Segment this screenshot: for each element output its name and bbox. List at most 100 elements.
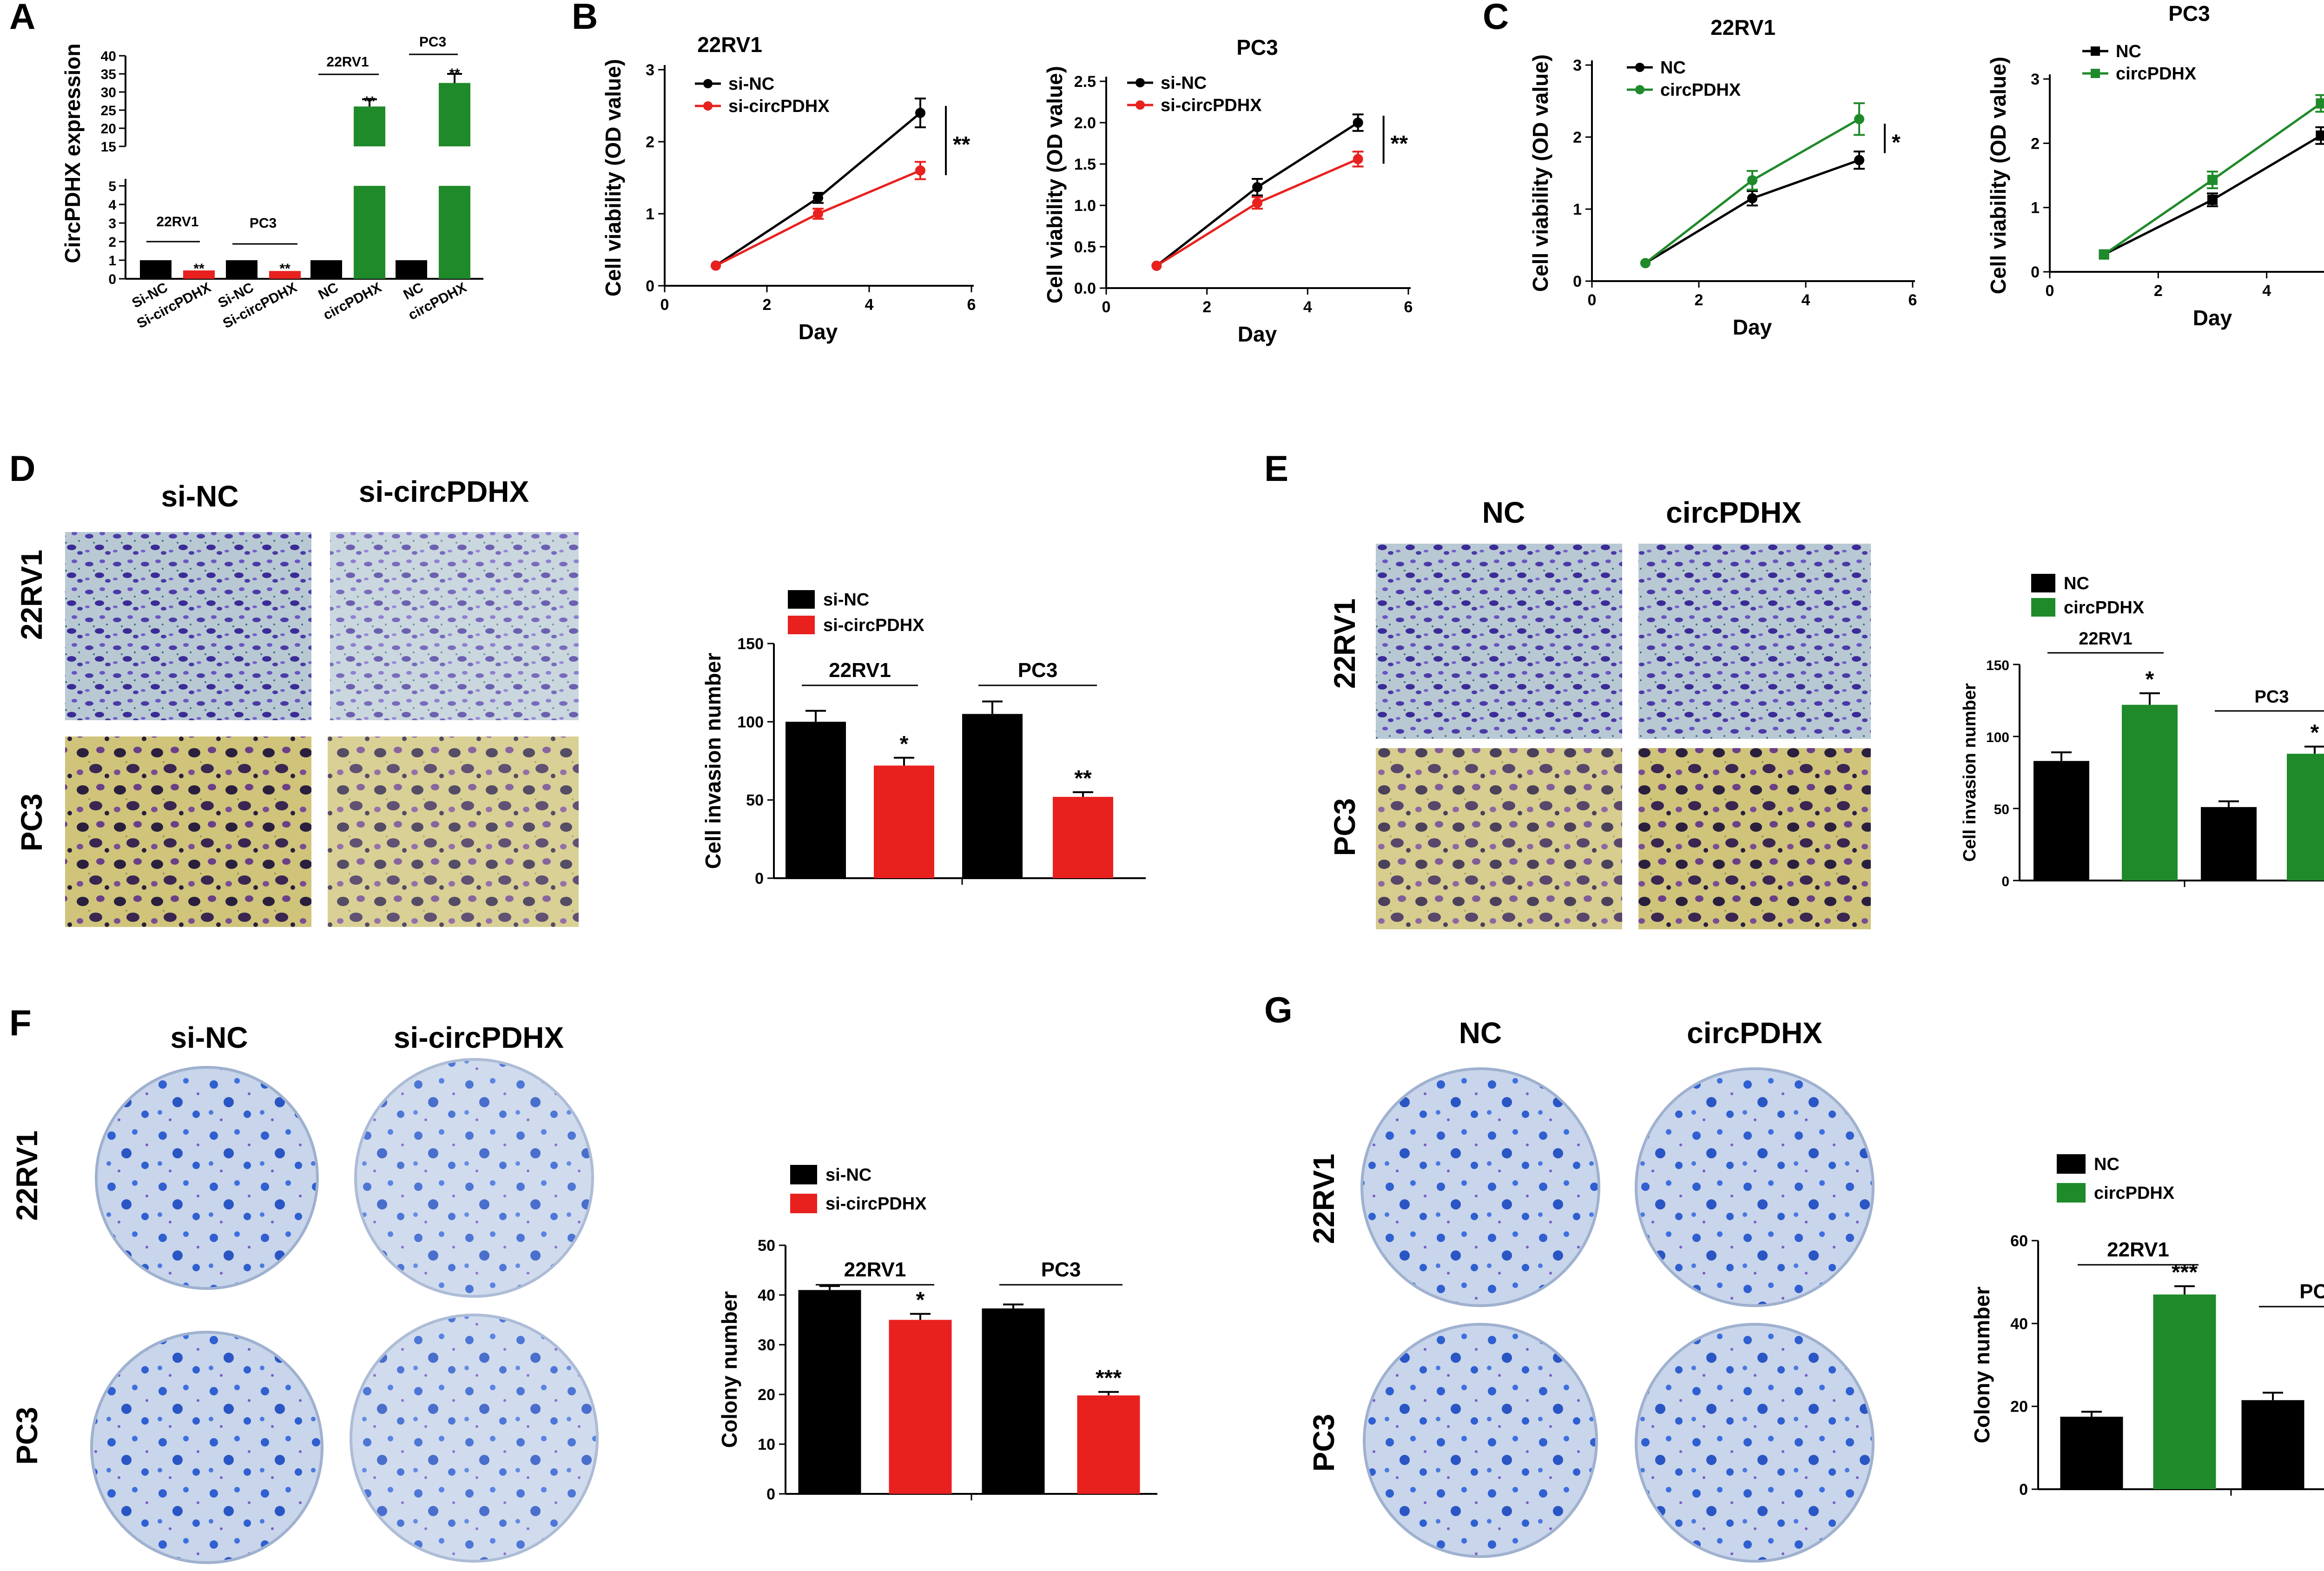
e-ytick-label: 50 [1994, 802, 2009, 817]
g-ytick-label: 40 [2010, 1315, 2028, 1333]
e-significance: * [2146, 667, 2154, 692]
b1-point [711, 260, 721, 271]
chart-d: 0 50 100 150 Cell invasion number 22RV1 * PC3 **… [701, 590, 1146, 887]
chart-c-22rv1: 22RV1 0 1 2 3 0 2 4 6 Day Cell viability (OD value… [1528, 15, 1917, 339]
a-ytick-label: 30 [101, 85, 116, 100]
panel-label-b: B [572, 0, 598, 37]
c1-ylabel: Cell viability (OD value) [1528, 54, 1552, 292]
panel-c: C 22RV1 0 1 2 3 0 2 4 6 Day Cell viability (OD val… [1483, 0, 2324, 339]
c2-ytick-label: 1 [2031, 199, 2040, 217]
f-dish-pc3-sinc [90, 1331, 324, 1564]
c2-point [2316, 98, 2324, 109]
g-col-label-1: NC [1459, 1016, 1502, 1050]
c1-ytick-label: 3 [1573, 57, 1582, 74]
d-bar [962, 714, 1023, 878]
g-bar [2153, 1294, 2216, 1489]
f-dish-22rv1-sinc [95, 1066, 319, 1290]
b1-legend-marker [703, 79, 713, 88]
c1-legend-marker [1635, 85, 1644, 94]
a-ytick-label: 40 [101, 49, 116, 64]
b1-significance: ** [953, 132, 971, 157]
a-group-label: PC3 [250, 216, 277, 231]
e-bar [2201, 807, 2257, 881]
b1-point [813, 192, 823, 203]
d-group-label: 22RV1 [829, 659, 891, 682]
e-col-label-1: NC [1482, 496, 1525, 529]
c2-point [2099, 249, 2109, 260]
b1-xtick-label: 6 [967, 296, 976, 314]
e-bar [2034, 761, 2089, 881]
d-group-label: PC3 [1018, 659, 1058, 682]
a-category-label: NC [401, 280, 426, 302]
g-legend-label: NC [2094, 1155, 2119, 1174]
g-bar [2060, 1416, 2123, 1489]
b1-point [915, 165, 925, 176]
g-significance: *** [2172, 1260, 2198, 1285]
d-image-pc3-sicircpdhx [328, 736, 579, 927]
d-bar [786, 722, 846, 878]
e-bar [2287, 754, 2324, 881]
f-bar [1077, 1395, 1140, 1494]
panel-label-e: E [1264, 448, 1288, 489]
b2-ytick-label: 0.0 [1074, 280, 1096, 297]
d-bar [874, 765, 934, 878]
a-significance: ** [193, 261, 205, 276]
c2-legend-label: circPDHX [2116, 64, 2197, 84]
d-row-label-2: PC3 [15, 794, 48, 852]
g-dish-22rv1-nc [1360, 1067, 1600, 1307]
f-bar [889, 1320, 952, 1494]
panel-label-f: F [9, 1002, 32, 1043]
panel-a: A CircPDHX expression 0 1 2 3 4 5 15 20 25 30 35 40… [9, 0, 483, 331]
a-ytick-label: 35 [101, 67, 116, 82]
panel-label-c: C [1483, 0, 1509, 37]
f-ytick-label: 10 [758, 1436, 775, 1453]
a-group-label: PC3 [419, 34, 446, 50]
a-ytick-label: 3 [108, 216, 116, 231]
e-image-pc3-circpdhx [1638, 748, 1871, 929]
d-col-label-1: si-NC [161, 480, 238, 513]
b1-ytick-label: 2 [646, 133, 654, 151]
b2-ylabel: Cell viability (OD value) [1043, 66, 1067, 303]
d-ytick-label: 100 [737, 713, 764, 731]
e-legend-swatch [2031, 574, 2055, 592]
f-ytick-label: 20 [758, 1386, 775, 1404]
g-dish-pc3-nc [1363, 1323, 1598, 1558]
d-legend-swatch [788, 590, 815, 609]
a-ylabel: CircPDHX expression [60, 44, 85, 263]
chart-b-pc3: PC3 0.0 0.5 1.0 1.5 2.0 2.5 0 2 4 6 Day Cell viabili… [1043, 35, 1413, 346]
c1-point [1640, 258, 1651, 269]
panel-b: B 22RV1 0 1 2 3 0 2 4 6 Day Cell viability (OD val… [572, 0, 1413, 346]
a-ytick-label: 0 [108, 272, 116, 287]
e-group-label: 22RV1 [2079, 629, 2133, 649]
c1-xtick-label: 0 [1588, 291, 1597, 309]
c1-point [1854, 155, 1864, 165]
c2-legend-marker [2091, 46, 2100, 56]
panel-label-g: G [1264, 989, 1293, 1030]
f-ylabel: Colony number [717, 1291, 741, 1448]
b1-legend-label: si-circPDHX [728, 97, 830, 116]
g-legend-swatch [2057, 1183, 2086, 1203]
a-ytick-label: 15 [101, 139, 116, 155]
c1-xtick-label: 2 [1695, 291, 1703, 309]
b1-ytick-label: 1 [646, 205, 654, 223]
g-ytick-label: 0 [2019, 1481, 2028, 1499]
a-bar-upper [439, 83, 470, 146]
c1-xtick-label: 6 [1908, 291, 1917, 309]
a-bar [310, 260, 342, 279]
b2-xtick-label: 0 [1102, 298, 1111, 316]
f-ytick-label: 0 [766, 1486, 775, 1503]
c1-ytick-label: 0 [1573, 273, 1582, 290]
b2-ytick-label: 1.0 [1074, 197, 1096, 215]
b2-xtick-label: 4 [1303, 298, 1312, 316]
a-bar [226, 260, 257, 279]
g-legend-label: circPDHX [2094, 1183, 2175, 1203]
c2-xtick-label: 0 [2046, 282, 2054, 300]
e-legend-label: circPDHX [2064, 598, 2145, 618]
e-significance: * [2311, 721, 2319, 745]
a-group-label: 22RV1 [326, 54, 369, 70]
b1-xtick-label: 0 [660, 296, 669, 314]
a-bar [140, 260, 172, 279]
f-significance: * [916, 1288, 925, 1313]
e-image-22rv1-circpdhx [1638, 544, 1871, 739]
